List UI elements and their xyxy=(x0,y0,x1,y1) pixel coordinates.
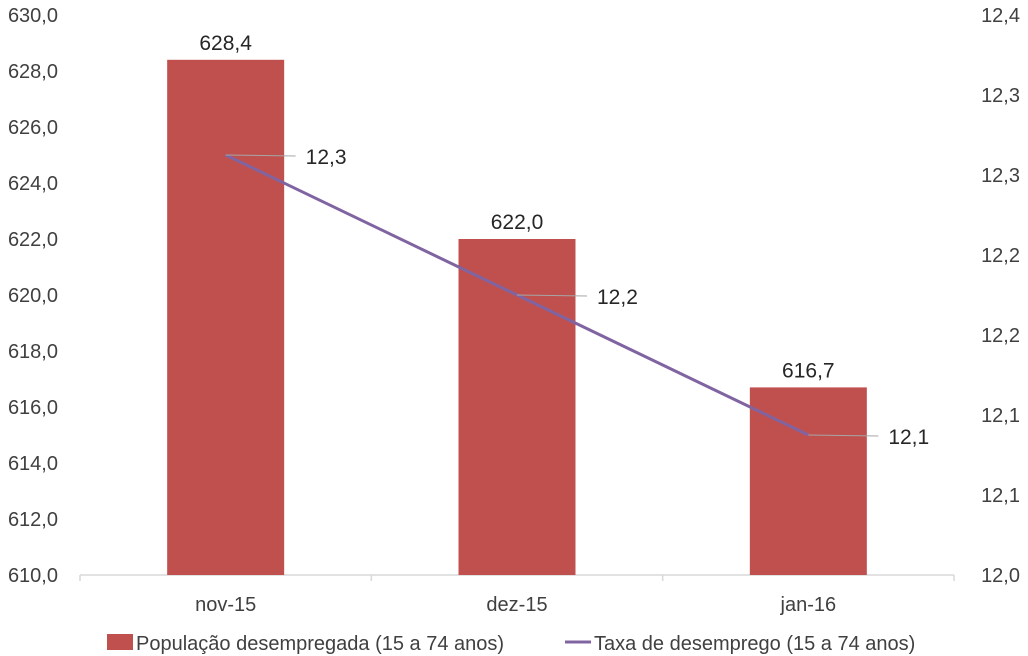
line-value-label: 12,1 xyxy=(888,426,929,449)
legend-bar-swatch xyxy=(107,634,133,650)
bar xyxy=(749,387,867,575)
right-axis-ticks: 12,0 12,1 12,1 12,2 12,2 12,3 12,3 12,4 xyxy=(981,5,1020,587)
left-tick-label: 622,0 xyxy=(8,229,58,251)
left-tick-label: 626,0 xyxy=(8,117,58,139)
right-tick-label: 12,1 xyxy=(981,485,1020,507)
right-tick-label: 12,2 xyxy=(981,245,1020,267)
bar xyxy=(167,59,285,576)
left-tick-label: 624,0 xyxy=(8,173,58,195)
leader-line xyxy=(225,154,296,157)
category-labels: nov-15 dez-15 jan-16 xyxy=(195,594,836,616)
bar-value-label: 622,0 xyxy=(491,211,544,234)
bar-value-label: 616,7 xyxy=(782,359,835,382)
left-tick-label: 620,0 xyxy=(8,285,58,307)
category-label: nov-15 xyxy=(195,594,256,616)
category-label: jan-16 xyxy=(780,594,837,616)
legend: População desempregada (15 a 74 anos) Ta… xyxy=(107,633,915,655)
category-label: dez-15 xyxy=(486,594,547,616)
right-tick-label: 12,3 xyxy=(981,85,1020,107)
line-value-label: 12,3 xyxy=(306,146,347,169)
right-tick-label: 12,0 xyxy=(981,565,1020,587)
left-tick-label: 612,0 xyxy=(8,509,58,531)
legend-bar-label: População desempregada (15 a 74 anos) xyxy=(136,633,504,655)
right-tick-label: 12,3 xyxy=(981,165,1020,187)
legend-line-label: Taxa de desemprego (15 a 74 anos) xyxy=(594,633,915,655)
leader-line xyxy=(808,434,879,437)
right-tick-label: 12,4 xyxy=(981,5,1020,27)
bar xyxy=(458,239,576,575)
bar-series xyxy=(167,59,867,576)
right-tick-label: 12,2 xyxy=(981,325,1020,347)
x-axis-tick-marks xyxy=(79,575,955,581)
left-tick-label: 618,0 xyxy=(8,341,58,363)
left-tick-label: 630,0 xyxy=(8,5,58,27)
line-value-label: 12,2 xyxy=(597,286,638,309)
line-data-labels: 12,3 12,2 12,1 xyxy=(225,146,929,449)
left-tick-label: 614,0 xyxy=(8,453,58,475)
left-axis-ticks: 610,0 612,0 614,0 616,0 618,0 620,0 622,0 624,0… xyxy=(8,5,58,587)
left-tick-label: 628,0 xyxy=(8,61,58,83)
right-tick-label: 12,1 xyxy=(981,405,1020,427)
bar-value-label: 628,4 xyxy=(199,32,252,55)
bar-data-labels: 628,4 622,0 616,7 xyxy=(199,32,834,383)
left-tick-label: 616,0 xyxy=(8,397,58,419)
leader-line xyxy=(516,294,588,297)
left-tick-label: 610,0 xyxy=(8,565,58,587)
